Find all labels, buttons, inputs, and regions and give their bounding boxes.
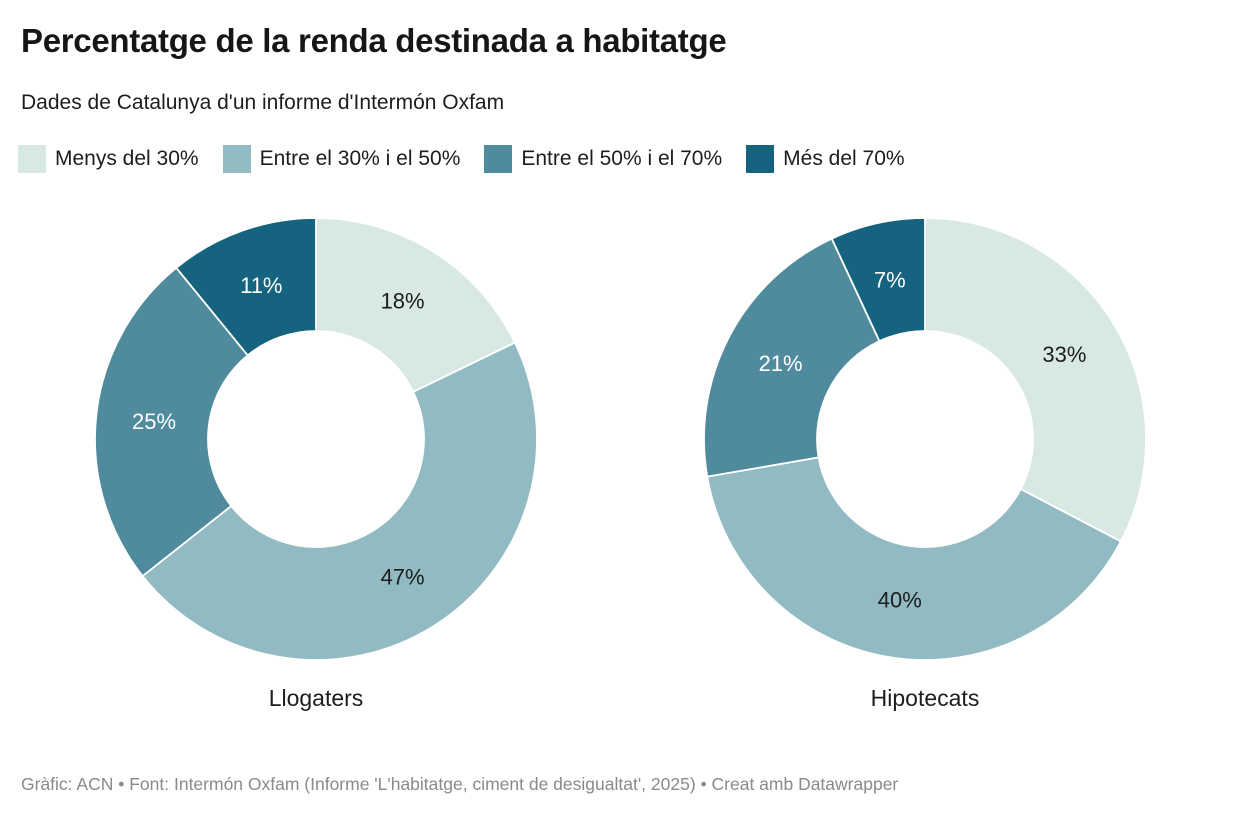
chart-title: Percentatge de la renda destinada a habi… bbox=[21, 22, 727, 59]
slice-value-label: 33% bbox=[1042, 342, 1086, 367]
legend-swatch-icon bbox=[746, 145, 775, 173]
legend-item-label: Més del 70% bbox=[783, 147, 905, 170]
slice-value-label: 25% bbox=[132, 409, 176, 434]
slice-value-label: 11% bbox=[240, 273, 282, 298]
legend-item-0: Menys del 30% bbox=[18, 145, 199, 173]
slice-value-label: 21% bbox=[759, 351, 803, 376]
donut-slice-hipotecats-1[interactable] bbox=[706, 456, 1122, 661]
slice-value-label: 7% bbox=[874, 267, 906, 292]
donut-svg-hipotecats: 33% 40% 21% 7% bbox=[703, 217, 1147, 661]
slice-value-label: 40% bbox=[878, 588, 922, 613]
donut-slice-hipotecats-2[interactable] bbox=[703, 237, 881, 478]
donut-svg-llogaters: 18% 47% 25% 11% bbox=[94, 217, 538, 661]
legend-item-label: Entre el 30% i el 50% bbox=[259, 147, 461, 170]
donut-chart-llogaters: 18% 47% 25% 11% Llogaters bbox=[85, 215, 547, 712]
donut-chart-hipotecats: 33% 40% 21% 7% Hipotecats bbox=[694, 215, 1156, 712]
legend-item-label: Menys del 30% bbox=[55, 147, 199, 170]
donut-caption-hipotecats: Hipotecats bbox=[870, 685, 980, 711]
donut-slice-hipotecats-0[interactable] bbox=[924, 217, 1147, 543]
donut-slice-hipotecats-3[interactable] bbox=[830, 217, 926, 342]
legend-swatch-icon bbox=[484, 145, 513, 173]
footer-attribution: Gràfic: ACN • Font: Intermón Oxfam (Info… bbox=[21, 774, 899, 794]
donut-slice-llogaters-3[interactable] bbox=[175, 217, 317, 357]
slice-value-label: 47% bbox=[381, 565, 425, 590]
legend-item-label: Entre el 50% i el 70% bbox=[521, 147, 723, 170]
legend-item-2: Entre el 50% i el 70% bbox=[484, 145, 722, 173]
legend-swatch-icon bbox=[18, 145, 46, 173]
donut-slice-llogaters-0[interactable] bbox=[315, 217, 516, 393]
donut-slice-llogaters-1[interactable] bbox=[141, 341, 538, 661]
legend: Menys del 30% Entre el 30% i el 50% Entre … bbox=[18, 145, 905, 173]
slice-value-label: 18% bbox=[381, 288, 425, 313]
legend-item-3: Més del 70% bbox=[746, 145, 905, 173]
donut-slice-llogaters-2[interactable] bbox=[94, 266, 249, 577]
donut-caption-llogaters: Llogaters bbox=[268, 685, 364, 711]
legend-item-1: Entre el 30% i el 50% bbox=[222, 145, 461, 173]
legend-swatch-icon bbox=[222, 145, 251, 173]
chart-subtitle: Dades de Catalunya d'un informe d'Interm… bbox=[21, 91, 505, 114]
